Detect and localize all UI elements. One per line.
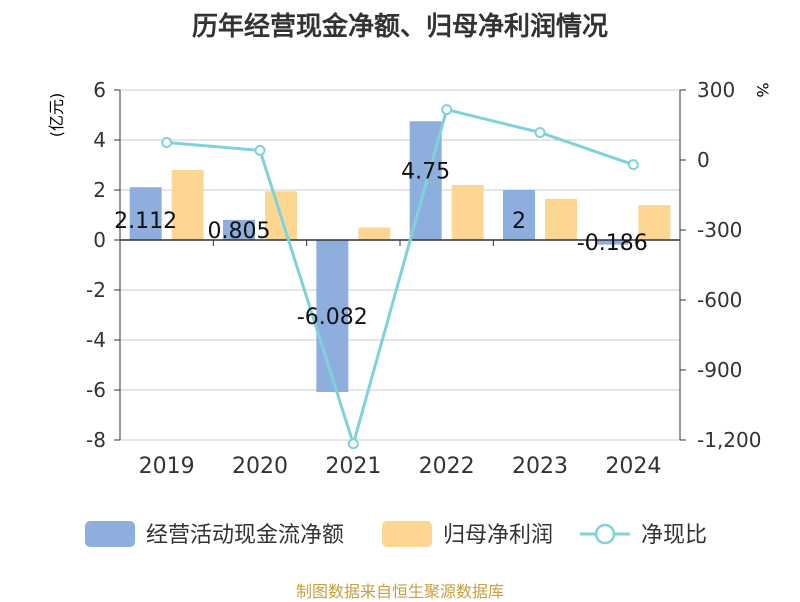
net-profit-bar <box>451 185 484 240</box>
cash-flow-data-label: 2.112 <box>114 209 177 234</box>
x-axis-category-label: 2019 <box>139 454 195 479</box>
left-axis-tick-label: -6 <box>86 378 106 402</box>
net-profit-bar <box>358 227 391 240</box>
legend-profit-label[interactable]: 归母净利润 <box>443 523 553 548</box>
x-axis-category-label: 2024 <box>605 454 661 479</box>
legend-cash-swatch[interactable] <box>85 521 135 547</box>
chart-title: 历年经营现金净额、归母净利润情况 <box>191 12 608 42</box>
ratio-point <box>627 159 639 171</box>
ratio-line <box>166 107 634 449</box>
net-profit-bar <box>171 170 204 240</box>
left-axis-tick-label: 4 <box>93 128 106 152</box>
legend-ratio-marker[interactable] <box>594 523 616 545</box>
legend: 经营活动现金流净额 归母净利润 净现比 <box>85 521 707 548</box>
x-axis-category-label: 2020 <box>232 454 288 479</box>
net-profit-bar <box>545 198 577 240</box>
x-axis-category-label: 2021 <box>325 454 381 479</box>
cash-flow-data-label: -0.186 <box>577 231 648 256</box>
cash-flow-data-label: -6.082 <box>297 305 368 330</box>
left-axis-tick-label: 2 <box>93 178 106 202</box>
left-axis-tick-label: -2 <box>86 278 106 302</box>
ratio-point <box>347 438 359 450</box>
left-axis-tick-label: 0 <box>93 228 106 252</box>
ratio-point <box>161 137 173 148</box>
right-axis-tick-label: -900 <box>697 358 742 382</box>
cash-flow-bar <box>503 190 535 240</box>
right-axis-tick-label: -1,200 <box>697 428 761 452</box>
grid-lines <box>120 89 680 441</box>
ratio-point <box>441 104 453 116</box>
bar-layer <box>129 121 671 393</box>
data-labels: 2.112 0.805 -6.082 4.75 2 -0.186 <box>114 160 648 330</box>
ratio-point <box>254 144 266 156</box>
right-axis-tick-label: 300 <box>697 78 735 102</box>
legend-ratio-label[interactable]: 净现比 <box>641 523 707 548</box>
cash-flow-data-label: 0.805 <box>208 219 271 244</box>
data-source-note: 制图数据来自恒生聚源数据库 <box>295 582 504 601</box>
net-profit-bar <box>638 205 671 240</box>
left-axis-tick-label: 6 <box>93 78 106 102</box>
ratio-point <box>534 126 546 138</box>
right-axis-unit-label: % <box>753 82 772 97</box>
cash-flow-bar <box>129 187 162 240</box>
cash-flow-data-label: 4.75 <box>401 160 450 185</box>
left-axis-tick-label: -4 <box>86 328 106 352</box>
cash-flow-bar <box>223 219 255 240</box>
left-axis-tick-label: -8 <box>86 428 106 452</box>
legend-cash-label[interactable]: 经营活动现金流净额 <box>146 523 344 548</box>
right-axis-tick-label: -300 <box>697 218 742 242</box>
legend-profit-swatch[interactable] <box>382 521 432 547</box>
cash-flow-bar <box>596 240 629 245</box>
left-axis-unit-label: (亿元) <box>47 93 66 138</box>
right-axis-tick-label: -600 <box>697 288 742 312</box>
x-axis-category-label: 2023 <box>512 454 568 479</box>
cash-flow-data-label: 2 <box>512 209 526 234</box>
right-axis-tick-label: 0 <box>697 148 710 172</box>
ratio-line-layer <box>161 104 639 450</box>
cash-flow-bar <box>316 240 349 393</box>
x-axis-category-label: 2022 <box>419 454 475 479</box>
